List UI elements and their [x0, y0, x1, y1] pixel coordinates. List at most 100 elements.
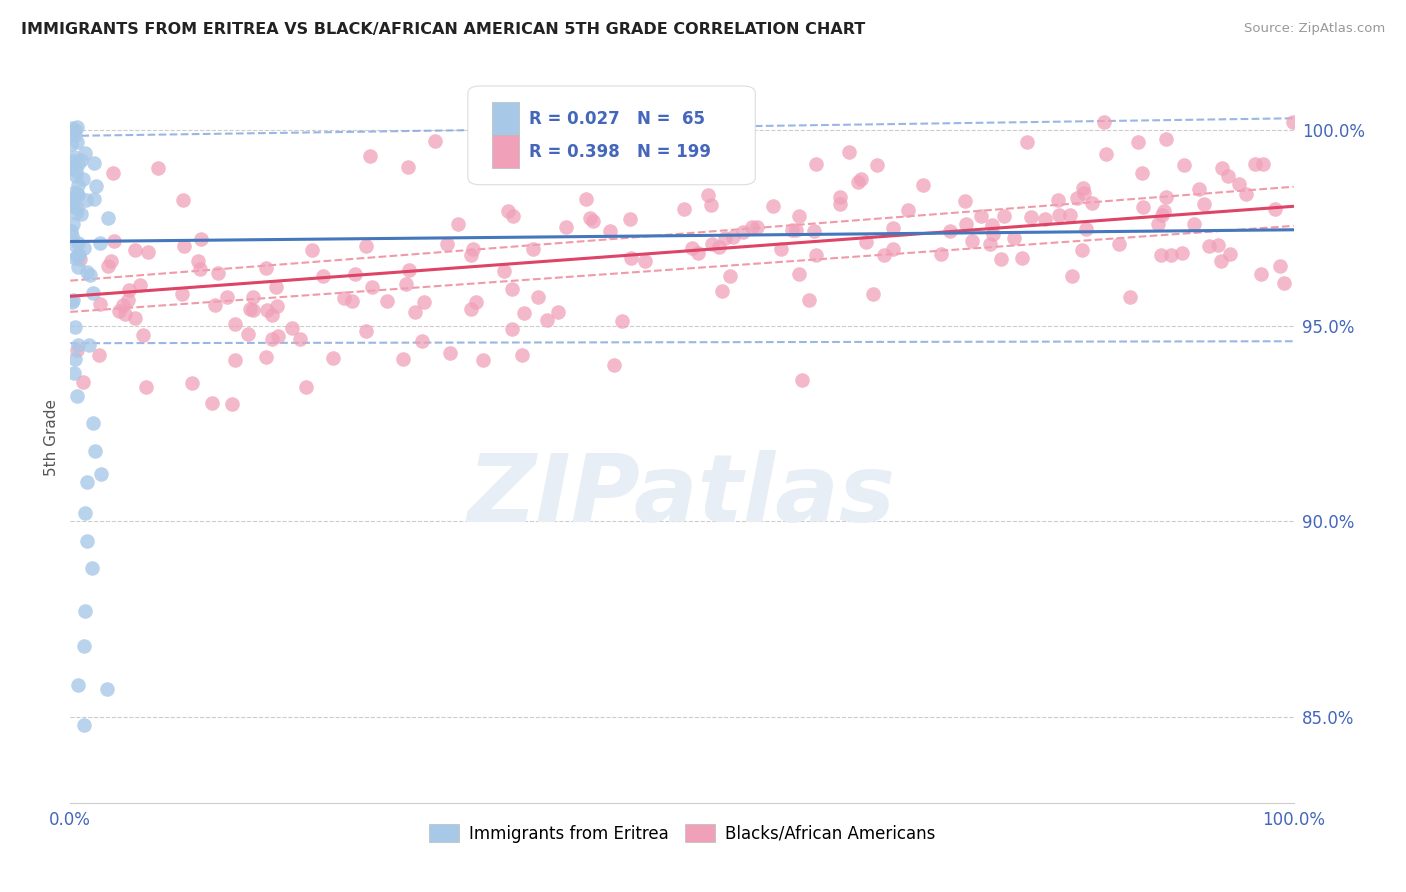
Point: [911, 178, 934, 193]
Point: [294, 380, 316, 394]
Point: [1119, 290, 1142, 304]
Point: [981, 227, 1004, 241]
Point: [72, 172, 94, 186]
Point: [1244, 157, 1267, 171]
Point: [62, 199, 84, 213]
Point: [84, 443, 107, 458]
Point: [513, 306, 536, 320]
Point: [391, 351, 413, 366]
Point: [66, 136, 89, 150]
Point: [413, 294, 436, 309]
Text: R = 0.398   N = 199: R = 0.398 N = 199: [529, 143, 711, 161]
Point: [634, 254, 657, 268]
Point: [96, 259, 118, 273]
Point: [62, 192, 84, 206]
Point: [1076, 221, 1098, 235]
Point: [1274, 276, 1296, 290]
Point: [76, 265, 98, 279]
Point: [710, 284, 733, 298]
Point: [447, 217, 470, 231]
Point: [170, 287, 193, 301]
Point: [1047, 193, 1070, 207]
Point: [83, 192, 105, 206]
Point: [59, 193, 82, 207]
Point: [224, 317, 246, 331]
Point: [762, 198, 785, 212]
Point: [1019, 210, 1042, 224]
Point: [73, 604, 96, 618]
Point: [1264, 202, 1286, 217]
Point: [797, 293, 820, 307]
Point: [190, 232, 212, 246]
Point: [66, 187, 89, 202]
Point: [721, 229, 744, 244]
Point: [830, 197, 852, 211]
Point: [1182, 217, 1205, 231]
FancyBboxPatch shape: [468, 86, 755, 185]
Point: [103, 166, 125, 180]
Point: [1146, 217, 1168, 231]
Point: [855, 235, 877, 249]
Point: [688, 246, 710, 260]
Point: [66, 120, 89, 134]
Point: [260, 332, 283, 346]
Point: [65, 169, 87, 184]
Point: [66, 343, 89, 357]
Point: [62, 153, 84, 168]
Point: [404, 304, 426, 318]
Point: [173, 239, 195, 253]
Point: [849, 171, 872, 186]
Point: [107, 303, 129, 318]
Point: [207, 266, 229, 280]
Point: [741, 220, 763, 235]
Point: [322, 351, 344, 365]
Point: [204, 297, 226, 311]
Point: [256, 303, 278, 318]
Point: [865, 159, 887, 173]
Point: [510, 348, 533, 362]
Point: [254, 260, 277, 275]
Point: [828, 190, 851, 204]
Point: [63, 186, 86, 200]
Point: [75, 145, 97, 160]
Point: [63, 237, 86, 252]
Point: [96, 682, 118, 697]
Point: [114, 307, 136, 321]
Point: [266, 328, 288, 343]
Point: [547, 305, 569, 319]
Point: [1154, 132, 1177, 146]
Point: [707, 240, 730, 254]
Point: [411, 334, 433, 349]
Point: [77, 337, 100, 351]
Point: [846, 175, 869, 189]
Point: [83, 155, 105, 169]
Point: [696, 188, 718, 202]
Point: [610, 314, 633, 328]
Point: [1219, 246, 1241, 260]
Point: [356, 238, 378, 252]
Point: [960, 235, 983, 249]
Point: [747, 220, 769, 235]
Y-axis label: 5th Grade: 5th Grade: [44, 399, 59, 475]
Point: [1206, 237, 1229, 252]
Point: [439, 345, 461, 359]
Point: [1011, 251, 1033, 265]
Point: [254, 350, 277, 364]
Point: [436, 236, 458, 251]
Point: [221, 397, 243, 411]
Point: [60, 294, 83, 309]
Point: [82, 417, 104, 431]
Point: [1150, 207, 1173, 221]
Point: [60, 121, 83, 136]
Point: [124, 311, 146, 326]
Point: [343, 268, 366, 282]
Point: [60, 136, 83, 151]
Point: [1153, 204, 1175, 219]
Point: [619, 212, 641, 227]
Point: [242, 303, 264, 318]
Point: [86, 178, 108, 193]
Point: [1092, 115, 1115, 129]
Point: [188, 261, 211, 276]
Point: [340, 294, 363, 309]
Point: [395, 277, 418, 291]
